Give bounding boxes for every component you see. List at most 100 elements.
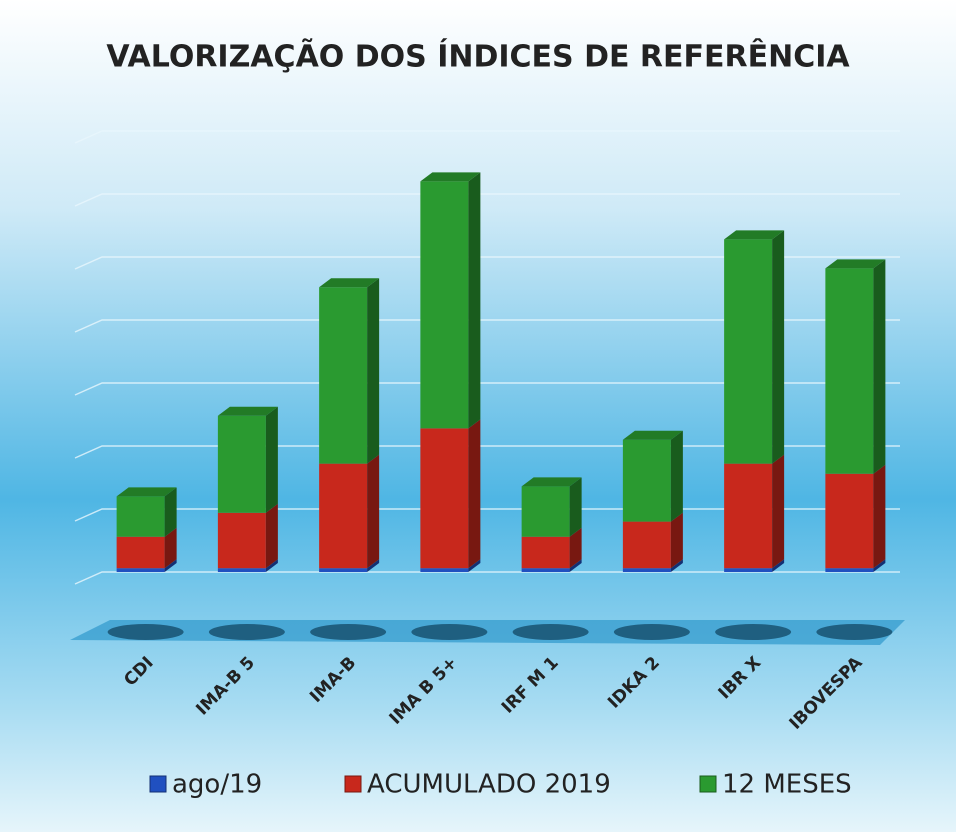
bar-top (724, 230, 785, 240)
bar-front (420, 428, 469, 569)
bar-segment (116, 527, 177, 569)
legend: ago/19 ACUMULADO 2019 12 MESES (149, 770, 852, 800)
bar-side (468, 172, 481, 429)
bar-segment (420, 559, 481, 572)
bar-front (319, 287, 368, 464)
bar-front (825, 473, 874, 569)
bar-side (772, 559, 785, 572)
floor-shadow (715, 624, 792, 640)
bar-front (420, 181, 469, 429)
grid-line (74, 319, 900, 333)
floor-shadow (208, 624, 285, 640)
floor-shadow (816, 624, 893, 640)
bar-side (367, 559, 380, 572)
bar-front (825, 268, 874, 474)
bar-segment (521, 477, 582, 537)
bar-side (164, 487, 177, 537)
bar-top (217, 406, 278, 416)
bar-side (164, 559, 177, 572)
floor-shadow (107, 624, 184, 640)
bar-segment (420, 172, 481, 429)
grid-line (74, 193, 900, 207)
bar-front (217, 568, 266, 572)
bar-segment (724, 454, 785, 569)
bar-front (521, 536, 570, 569)
legend-label: 12 MESES (722, 770, 852, 800)
bar-segment (319, 278, 380, 464)
bar-side (569, 527, 582, 569)
bar-side (367, 278, 380, 464)
bar-side (772, 454, 785, 569)
bar-segment (319, 454, 380, 569)
grid-line (74, 130, 900, 144)
grid-line (74, 382, 900, 396)
bar-front (319, 463, 368, 569)
bar-side (164, 527, 177, 569)
bar-front (116, 496, 165, 537)
bar-top (420, 172, 481, 182)
bar-front (116, 568, 165, 572)
bar-side (265, 503, 278, 569)
bar-front (217, 415, 266, 513)
bar-segment (825, 259, 886, 474)
legend-swatch (699, 775, 717, 793)
bar-segment (420, 419, 481, 569)
legend-label: ago/19 (172, 770, 262, 800)
bar-segment (521, 559, 582, 572)
bar-segment (825, 559, 886, 572)
floor-shadow (411, 624, 488, 640)
grid-line (74, 256, 900, 270)
bar-top (622, 430, 683, 440)
bar-side (468, 559, 481, 572)
bar-front (622, 568, 671, 572)
floor (70, 620, 905, 645)
bar-side (569, 559, 582, 572)
bar-front (319, 568, 368, 572)
bar-top (116, 487, 177, 497)
legend-label: ACUMULADO 2019 (367, 770, 611, 800)
bar-side (569, 477, 582, 537)
bar-segment (521, 527, 582, 569)
bar-top (825, 259, 886, 269)
floor-shadow (613, 624, 690, 640)
bar-side (873, 464, 886, 569)
bar-front (724, 568, 773, 572)
bar-segment (116, 487, 177, 537)
bar-front (622, 439, 671, 522)
bar-front (521, 486, 570, 537)
bar-side (670, 559, 683, 572)
legend-swatch (344, 775, 362, 793)
bar-segment (319, 559, 380, 572)
bar-top (319, 278, 380, 288)
bar-side (265, 406, 278, 513)
bar-segment (622, 559, 683, 572)
legend-swatch (149, 775, 167, 793)
bar-front (825, 568, 874, 572)
bar-segment (724, 230, 785, 464)
bar-side (670, 430, 683, 522)
bar-side (873, 259, 886, 474)
floor-shadow (310, 624, 387, 640)
bar-side (873, 559, 886, 572)
bar-side (265, 559, 278, 572)
bar-segment (116, 559, 177, 572)
bar-front (622, 521, 671, 569)
bar-front (217, 512, 266, 569)
floor-shadow (512, 624, 589, 640)
bar-front (420, 568, 469, 572)
bar-segment (622, 512, 683, 569)
bar-segment (217, 559, 278, 572)
bar-segment (724, 559, 785, 572)
bar-segment (825, 464, 886, 569)
chart-title: VALORIZAÇÃO DOS ÍNDICES DE REFERÊNCIA (106, 38, 850, 75)
bar-front (724, 463, 773, 569)
bar-front (116, 536, 165, 569)
bar-segment (217, 503, 278, 569)
bar-top (521, 477, 582, 487)
bar-front (521, 568, 570, 572)
bar-side (367, 454, 380, 569)
bar-segment (622, 430, 683, 522)
bar-side (772, 230, 785, 464)
bar-front (724, 239, 773, 464)
